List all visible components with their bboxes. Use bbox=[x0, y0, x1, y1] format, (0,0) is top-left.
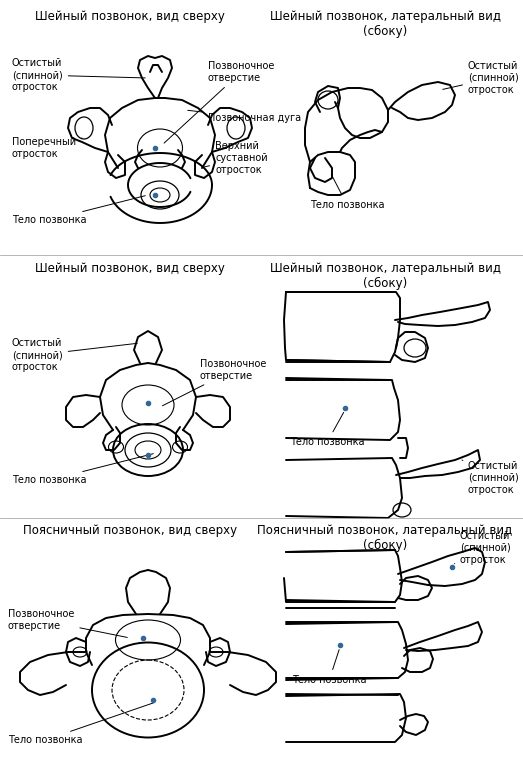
Text: Тело позвонка: Тело позвонка bbox=[292, 650, 367, 685]
Text: Тело позвонка: Тело позвонка bbox=[8, 703, 153, 745]
Text: Остистый
(спинной)
отросток: Остистый (спинной) отросток bbox=[12, 59, 145, 92]
Text: Тело позвонка: Тело позвонка bbox=[290, 413, 365, 447]
Text: Остистый
(спинной)
отросток: Остистый (спинной) отросток bbox=[462, 460, 519, 494]
Text: Тело позвонка: Тело позвонка bbox=[12, 196, 145, 225]
Text: Остистый
(спинной)
отросток: Остистый (спинной) отросток bbox=[442, 62, 519, 95]
Text: Поясничный позвонок, вид сверху: Поясничный позвонок, вид сверху bbox=[23, 524, 237, 537]
Text: Позвоночная дуга: Позвоночная дуга bbox=[188, 110, 301, 123]
Text: Верхний
суставной
отросток: Верхний суставной отросток bbox=[203, 142, 268, 175]
Text: Поясничный позвонок, латеральный вид
(сбоку): Поясничный позвонок, латеральный вид (сб… bbox=[257, 524, 513, 552]
Text: Тело позвонка: Тело позвонка bbox=[310, 175, 384, 210]
Text: Шейный позвонок, вид сверху: Шейный позвонок, вид сверху bbox=[35, 262, 225, 275]
Text: Остистый
(спинной)
отросток: Остистый (спинной) отросток bbox=[454, 531, 511, 564]
Text: Позвоночное
отверстие: Позвоночное отверстие bbox=[8, 609, 127, 638]
Text: Позвоночное
отверстие: Позвоночное отверстие bbox=[164, 61, 275, 143]
Text: Остистый
(спинной)
отросток: Остистый (спинной) отросток bbox=[12, 338, 137, 372]
Text: Позвоночное
отверстие: Позвоночное отверстие bbox=[163, 359, 266, 406]
Text: Шейный позвонок, латеральный вид
(сбоку): Шейный позвонок, латеральный вид (сбоку) bbox=[269, 10, 501, 38]
Text: Тело позвонка: Тело позвонка bbox=[12, 454, 153, 485]
Text: Шейный позвонок, латеральный вид
(сбоку): Шейный позвонок, латеральный вид (сбоку) bbox=[269, 262, 501, 290]
Text: Поперечный
отросток: Поперечный отросток bbox=[12, 137, 82, 159]
Text: Шейный позвонок, вид сверху: Шейный позвонок, вид сверху bbox=[35, 10, 225, 23]
